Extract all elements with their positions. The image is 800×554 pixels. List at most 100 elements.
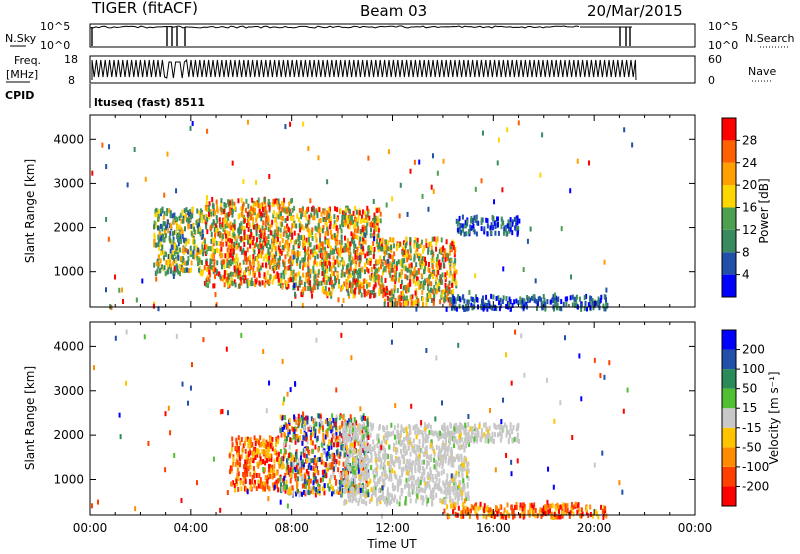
echo-cell — [208, 201, 211, 207]
echo-cell — [372, 240, 375, 246]
echo-cell — [349, 429, 352, 435]
echo-cell — [258, 206, 261, 212]
echo-cell — [402, 466, 405, 472]
echo-cell — [254, 455, 257, 461]
echo-cell — [213, 226, 216, 232]
echo-cell — [316, 254, 319, 260]
echo-cell — [429, 466, 432, 472]
echo-cell — [422, 441, 425, 447]
echo-cell — [535, 299, 538, 305]
echo-cell — [169, 253, 172, 259]
echo-cell — [237, 198, 240, 204]
echo-cell — [164, 229, 167, 235]
echo-cell — [423, 269, 426, 275]
echo-cell — [126, 182, 129, 188]
echo-cell — [460, 465, 463, 471]
echo-cell — [175, 263, 178, 269]
echo-cell — [552, 293, 555, 299]
echo-cell — [462, 227, 465, 233]
echo-cell — [203, 265, 206, 271]
echo-cell — [223, 209, 226, 215]
echo-cell — [500, 224, 503, 230]
echo-cell — [166, 151, 169, 157]
echo-cell — [412, 301, 415, 307]
echo-cell — [283, 448, 286, 454]
echo-cell — [242, 179, 245, 185]
echo-cell — [565, 301, 568, 307]
echo-cell — [346, 277, 349, 283]
echo-cell — [303, 489, 306, 495]
echo-cell — [457, 491, 460, 497]
echo-cell — [506, 223, 509, 229]
echo-cell — [571, 302, 574, 308]
echo-cell — [526, 294, 529, 300]
echo-cell — [425, 297, 428, 303]
echo-cell — [445, 446, 448, 452]
echo-cell — [354, 222, 357, 228]
echo-cell — [366, 205, 369, 211]
echo-cell — [243, 226, 246, 232]
echo-cell — [179, 239, 182, 245]
echo-cell — [274, 448, 277, 454]
echo-cell — [144, 176, 147, 182]
echo-cell — [367, 155, 370, 161]
echo-cell — [218, 217, 221, 223]
echo-cell — [244, 479, 247, 485]
echo-cell — [322, 259, 325, 265]
echo-cell — [306, 489, 309, 495]
echo-cell — [267, 441, 270, 447]
echo-cell — [257, 463, 260, 469]
echo-cell — [400, 427, 403, 433]
echo-cell — [578, 296, 581, 302]
echo-cell — [369, 421, 372, 427]
echo-cell — [393, 243, 396, 249]
echo-cell — [305, 453, 308, 459]
echo-cell — [307, 471, 310, 477]
echo-cell — [361, 266, 364, 272]
echo-cell — [407, 287, 410, 293]
echo-cell — [324, 261, 327, 267]
echo-cell — [413, 159, 416, 165]
echo-cell — [314, 225, 317, 231]
echo-cell — [283, 481, 286, 487]
echo-cell — [250, 281, 253, 287]
echo-cell — [368, 215, 371, 221]
echo-cell — [289, 261, 292, 267]
echo-cell — [358, 240, 361, 246]
echo-cell — [396, 456, 399, 462]
echo-cell — [405, 252, 408, 258]
echo-cell — [317, 222, 320, 228]
echo-cell — [269, 260, 272, 266]
echo-cell — [454, 476, 457, 482]
echo-cell — [330, 424, 333, 430]
echo-cell — [311, 440, 314, 446]
echo-cell — [400, 273, 403, 279]
echo-cell — [375, 275, 378, 281]
echo-cell — [425, 243, 428, 249]
echo-cell — [310, 440, 313, 446]
echo-cell — [370, 496, 373, 502]
echo-cell — [348, 208, 351, 214]
echo-cell — [391, 196, 394, 202]
echo-cell — [257, 479, 260, 485]
echo-cell — [330, 484, 333, 490]
echo-cell — [348, 254, 351, 260]
echo-cell — [337, 250, 340, 256]
echo-cell — [415, 306, 418, 312]
echo-cell — [244, 436, 247, 442]
echo-cell — [398, 475, 401, 481]
echo-cell — [271, 474, 274, 480]
echo-cell — [255, 228, 258, 234]
echo-cell — [398, 456, 401, 462]
echo-cell — [306, 278, 309, 284]
echo-cell — [341, 220, 344, 226]
echo-cell — [183, 268, 186, 274]
echo-cell — [287, 455, 290, 461]
echo-cell — [240, 437, 243, 443]
echo-cell — [245, 454, 248, 460]
echo-cell — [409, 475, 412, 481]
echo-cell — [251, 208, 254, 214]
echo-cell — [302, 257, 305, 263]
echo-cell — [303, 281, 306, 287]
echo-cell — [240, 221, 243, 227]
